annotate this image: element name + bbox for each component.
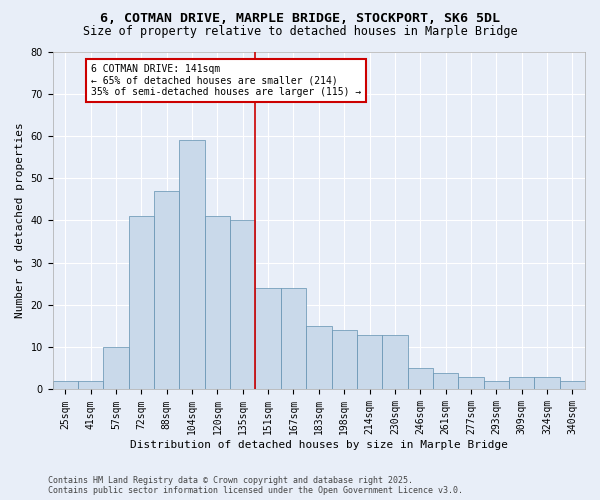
Bar (281, 288, 306, 390)
Bar (53, 381, 78, 390)
Bar (205, 216, 230, 390)
Text: Contains HM Land Registry data © Crown copyright and database right 2025.
Contai: Contains HM Land Registry data © Crown c… (48, 476, 463, 495)
Bar (129, 216, 154, 390)
Bar (357, 334, 382, 390)
Bar (306, 326, 332, 390)
Y-axis label: Number of detached properties: Number of detached properties (15, 122, 25, 318)
Bar (458, 377, 484, 390)
Bar (78, 381, 103, 390)
Bar (509, 377, 535, 390)
Bar (332, 330, 357, 390)
Text: Size of property relative to detached houses in Marple Bridge: Size of property relative to detached ho… (83, 25, 517, 38)
Bar (230, 220, 256, 390)
X-axis label: Distribution of detached houses by size in Marple Bridge: Distribution of detached houses by size … (130, 440, 508, 450)
Text: 6, COTMAN DRIVE, MARPLE BRIDGE, STOCKPORT, SK6 5DL: 6, COTMAN DRIVE, MARPLE BRIDGE, STOCKPOR… (100, 12, 500, 26)
Bar (535, 377, 560, 390)
Bar (560, 381, 585, 390)
Bar (103, 347, 129, 390)
Bar (433, 372, 458, 390)
Bar (484, 381, 509, 390)
Bar (256, 288, 281, 390)
Text: 6 COTMAN DRIVE: 141sqm
← 65% of detached houses are smaller (214)
35% of semi-de: 6 COTMAN DRIVE: 141sqm ← 65% of detached… (91, 64, 361, 98)
Bar (407, 368, 433, 390)
Bar (154, 191, 179, 390)
Bar (179, 140, 205, 390)
Bar (382, 334, 407, 390)
